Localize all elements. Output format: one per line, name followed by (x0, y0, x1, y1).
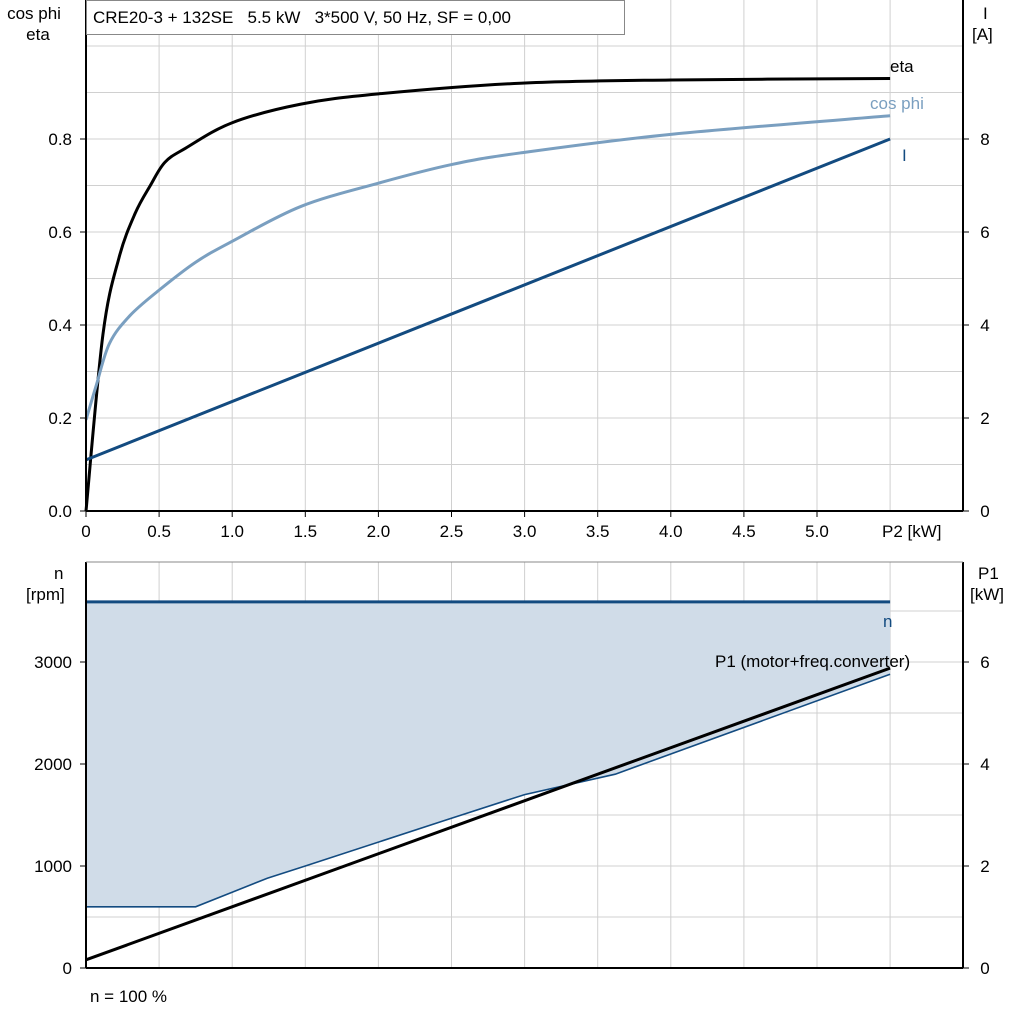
tick-label: 3.5 (586, 522, 610, 541)
top-left-ylabel-1: cos phi (7, 4, 61, 23)
footnote: n = 100 % (90, 987, 167, 1006)
bottom-left-ylabel-2: [rpm] (26, 585, 65, 604)
tick-label: 0.0 (48, 502, 72, 521)
top-left-ylabel-2: eta (26, 25, 50, 44)
title-box (86, 0, 625, 35)
bottom-left-ylabel-1: n (54, 564, 63, 583)
tick-label: 0.6 (48, 223, 72, 242)
tick-label: 0.4 (48, 316, 72, 335)
tick-label: 2000 (34, 755, 72, 774)
series-cos-phi (84, 114, 891, 421)
tick-label: 4.0 (659, 522, 683, 541)
bottom-right-ylabel-2: [kW] (970, 585, 1004, 604)
tick-label: 3000 (34, 653, 72, 672)
tick-label: 5.0 (805, 522, 829, 541)
tick-label: 2.0 (367, 522, 391, 541)
chart-title: CRE20-3 + 132SE 5.5 kW 3*500 V, 50 Hz, S… (93, 8, 511, 27)
legend-P1: P1 (motor+freq.converter) (715, 652, 910, 671)
legend-I: I (902, 146, 907, 165)
legend-eta: eta (890, 57, 914, 76)
tick-label: 0.8 (48, 130, 72, 149)
tick-label: 0 (81, 522, 90, 541)
tick-label: 1.0 (220, 522, 244, 541)
tick-label: 8 (980, 130, 989, 149)
series-eta (84, 77, 891, 512)
tick-label: 4.5 (732, 522, 756, 541)
tick-label: 4 (980, 316, 989, 335)
tick-label: 0 (980, 502, 989, 521)
tick-label: 0 (63, 959, 72, 978)
tick-label: 1.5 (293, 522, 317, 541)
n-operating-area (86, 601, 891, 907)
tick-label: 2 (980, 409, 989, 428)
tick-label: 2.5 (440, 522, 464, 541)
tick-label: 0 (980, 959, 989, 978)
legend-cos-phi: cos phi (870, 94, 924, 113)
top-right-ylabel-1: I (983, 4, 988, 23)
series-n-min (86, 673, 891, 908)
tick-label: 2 (980, 857, 989, 876)
top-series (84, 77, 891, 512)
tick-label: 6 (980, 653, 989, 672)
tick-label: 0.5 (147, 522, 171, 541)
legend-n: n (883, 612, 892, 631)
tick-label: 1000 (34, 857, 72, 876)
x-axis-label: P2 [kW] (882, 522, 942, 541)
top-right-ylabel-2: [A] (972, 25, 993, 44)
tick-label: 6 (980, 223, 989, 242)
series-P1 (85, 666, 891, 962)
bottom-right-ylabel-1: P1 (978, 564, 999, 583)
tick-label: 0.2 (48, 409, 72, 428)
series-I (85, 137, 891, 462)
top-grid (86, 0, 963, 511)
tick-label: 4 (980, 755, 989, 774)
bottom-series (85, 600, 891, 962)
tick-label: 3.0 (513, 522, 537, 541)
tick-labels: 0 0.5 1.0 1.5 2.0 2.5 3.0 3.5 4.0 4.5 5.0 0.0 0.2 0.4… (34, 130, 990, 978)
